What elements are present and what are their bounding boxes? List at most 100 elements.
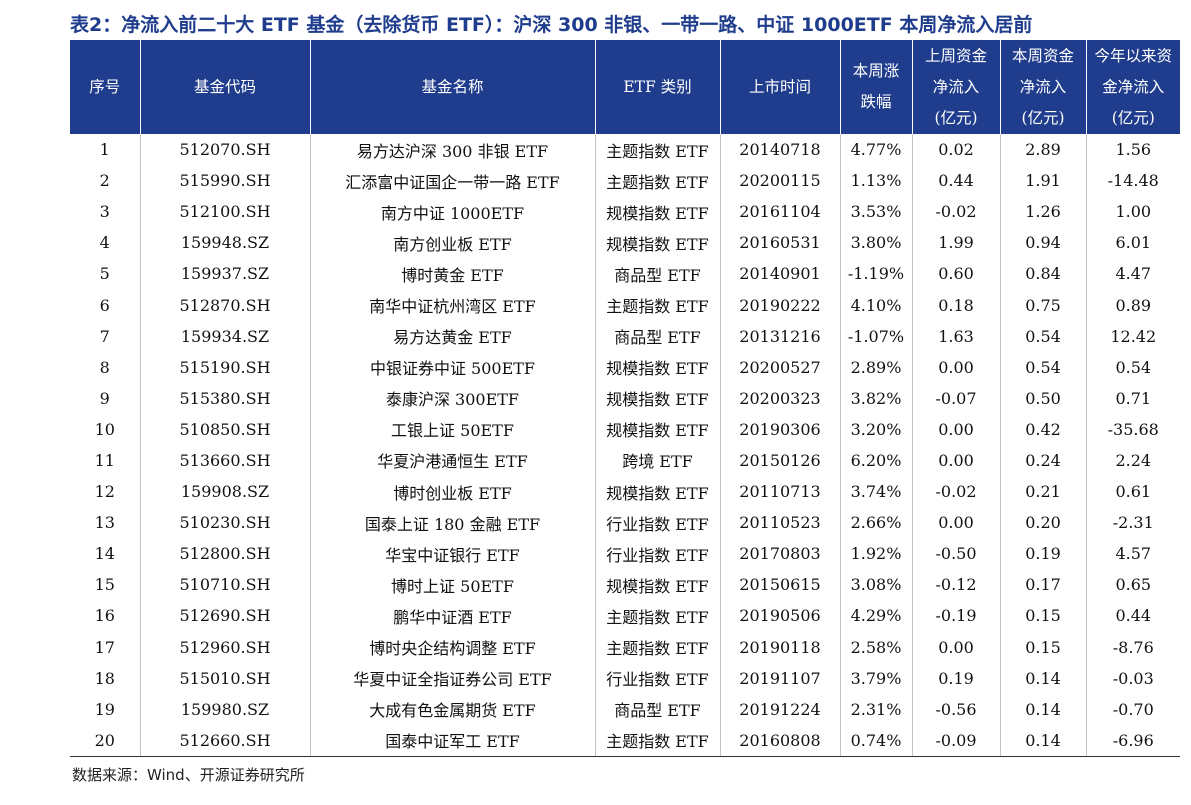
header-weekly-change-line2: 跌幅 [860, 93, 892, 111]
cell-category: 规模指数 ETF [595, 351, 721, 383]
header-listing-date: 上市时间 [720, 40, 841, 134]
cell-fund-code: 512070.SH [140, 134, 311, 166]
cell-no: 8 [70, 351, 141, 383]
cell-category: 行业指数 ETF [595, 662, 721, 694]
cell-ytd-inflow: -0.70 [1112, 699, 1154, 719]
cell-listing-date: 20160808 [720, 724, 841, 757]
cell-no: 18 [70, 662, 141, 694]
cell-fund-code: 512690.SH [140, 600, 311, 632]
cell-fund-code: 159937.SZ [140, 258, 311, 290]
table-header-row: 序号 基金代码 基金名称 ETF 类别 上市时间 本周涨 跌幅 上周资金 净流入… [70, 40, 1180, 134]
cell-weekly-change: 4.29% [840, 600, 913, 632]
cell-fund-name: 汇添富中证国企一带一路 ETF [310, 165, 596, 197]
cell-category: 规模指数 ETF [595, 196, 721, 228]
cell-fund-name: 华宝中证银行 ETF [310, 538, 596, 570]
cell-no: 9 [70, 382, 141, 414]
cell-no: 2 [70, 165, 141, 197]
cell-no: 19 [70, 693, 141, 725]
cell-last-week-inflow: 0.00 [912, 631, 1001, 663]
cell-weekly-change: 3.79% [840, 662, 913, 694]
cell-category: 行业指数 ETF [595, 507, 721, 539]
cell-weekly-change: 6.20% [840, 444, 913, 477]
header-category: ETF 类别 [595, 40, 721, 134]
header-code: 基金代码 [140, 40, 311, 134]
header-last-week-line2: 净流入 [932, 77, 980, 96]
cell-listing-date: 20161104 [720, 196, 841, 228]
header-weekly-change: 本周涨 跌幅 [840, 40, 913, 134]
cell-fund-name: 鹏华中证酒 ETF [310, 600, 596, 632]
cell-this-week-inflow: 2.89 [1000, 134, 1087, 166]
cell-fund-code: 512960.SH [140, 631, 311, 663]
cell-weekly-change: 2.58% [840, 631, 913, 663]
cell-fund-name: 易方达沪深 300 非银 ETF [310, 134, 596, 166]
cell-last-week-inflow: -0.07 [912, 382, 1001, 414]
cell-last-week-inflow: 1.63 [912, 320, 1001, 352]
cell-last-week-inflow: -0.09 [912, 724, 1001, 757]
cell-fund-name: 南方创业板 ETF [310, 227, 596, 259]
cell-ytd-inflow: 0.54 [1115, 357, 1152, 377]
cell-this-week-inflow: 0.15 [1000, 631, 1087, 663]
cell-this-week-inflow: 0.19 [1000, 538, 1087, 570]
cell-weekly-change: -1.07% [840, 320, 913, 352]
table-row: 16 512690.SH 鹏华中证酒 ETF 主题指数 ETF 20190506 4.29… [70, 600, 1180, 632]
cell-listing-date: 20160531 [720, 227, 841, 259]
cell-weekly-change: 4.77% [840, 134, 913, 166]
table-row: 6 512870.SH 南华中证杭州湾区 ETF 主题指数 ETF 20190222 4.… [70, 289, 1180, 321]
table-row: 18 515010.SH 华夏中证全指证券公司 ETF 行业指数 ETF 2019110… [70, 662, 1180, 694]
cell-ytd-inflow: 12.42 [1110, 326, 1157, 346]
cell-this-week-inflow: 0.24 [1000, 444, 1087, 477]
table-row: 7 159934.SZ 易方达黄金 ETF 商品型 ETF 20131216 -1.07%… [70, 320, 1180, 352]
cell-fund-name: 南方中证 1000ETF [310, 196, 596, 228]
cell-weekly-change: 3.53% [840, 196, 913, 228]
cell-category: 规模指数 ETF [595, 382, 721, 414]
cell-ytd-inflow: 1.56 [1115, 140, 1152, 160]
cell-fund-name: 中银证券中证 500ETF [310, 351, 596, 383]
cell-fund-code: 512800.SH [140, 538, 311, 570]
cell-category: 主题指数 ETF [595, 289, 721, 321]
cell-listing-date: 20200527 [720, 351, 841, 383]
table-row: 4 159948.SZ 南方创业板 ETF 规模指数 ETF 20160531 3.80%… [70, 227, 1180, 259]
cell-ytd-inflow: -0.03 [1112, 668, 1154, 688]
cell-this-week-inflow: 0.14 [1000, 662, 1087, 694]
cell-fund-code: 159948.SZ [140, 227, 311, 259]
cell-listing-date: 20190306 [720, 413, 841, 445]
cell-fund-name: 博时上证 50ETF [310, 569, 596, 601]
cell-no: 1 [70, 134, 141, 166]
cell-ytd-inflow: 1.00 [1115, 202, 1152, 222]
cell-this-week-inflow: 0.75 [1000, 289, 1087, 321]
cell-fund-code: 159980.SZ [140, 693, 311, 725]
table-row: 14 512800.SH 华宝中证银行 ETF 行业指数 ETF 20170803 1.9… [70, 538, 1180, 570]
cell-no: 5 [70, 258, 141, 290]
header-this-week-line1: 本周资金 [1011, 46, 1074, 65]
cell-ytd-inflow: 0.71 [1115, 388, 1152, 408]
cell-no: 12 [70, 476, 141, 508]
header-no: 序号 [70, 40, 141, 134]
cell-last-week-inflow: 0.44 [912, 165, 1001, 197]
cell-weekly-change: 3.80% [840, 227, 913, 259]
cell-ytd-inflow: 6.01 [1115, 233, 1152, 253]
cell-listing-date: 20190118 [720, 631, 841, 663]
cell-category: 规模指数 ETF [595, 569, 721, 601]
cell-ytd-inflow: 0.44 [1115, 606, 1152, 626]
cell-listing-date: 20190222 [720, 289, 841, 321]
cell-last-week-inflow: -0.02 [912, 476, 1001, 508]
cell-this-week-inflow: 0.54 [1000, 320, 1087, 352]
cell-no: 4 [70, 227, 141, 259]
cell-no: 11 [70, 444, 141, 477]
cell-this-week-inflow: 0.21 [1000, 476, 1087, 508]
cell-no: 17 [70, 631, 141, 663]
cell-last-week-inflow: -0.12 [912, 569, 1001, 601]
cell-last-week-inflow: -0.02 [912, 196, 1001, 228]
header-name: 基金名称 [310, 40, 596, 134]
cell-listing-date: 20191224 [720, 693, 841, 725]
cell-ytd-inflow: -2.31 [1112, 513, 1154, 533]
cell-fund-name: 南华中证杭州湾区 ETF [310, 289, 596, 321]
table-row: 15 510710.SH 博时上证 50ETF 规模指数 ETF 20150615 3.0… [70, 569, 1180, 601]
cell-no: 3 [70, 196, 141, 228]
table-row: 20 512660.SH 国泰中证军工 ETF 主题指数 ETF 20160808 0.7… [70, 724, 1180, 757]
cell-weekly-change: 0.74% [840, 724, 913, 757]
cell-ytd-inflow: -6.96 [1086, 724, 1180, 757]
cell-ytd-inflow: 0.89 [1115, 295, 1152, 315]
cell-category: 规模指数 ETF [595, 227, 721, 259]
cell-weekly-change: -1.19% [840, 258, 913, 290]
